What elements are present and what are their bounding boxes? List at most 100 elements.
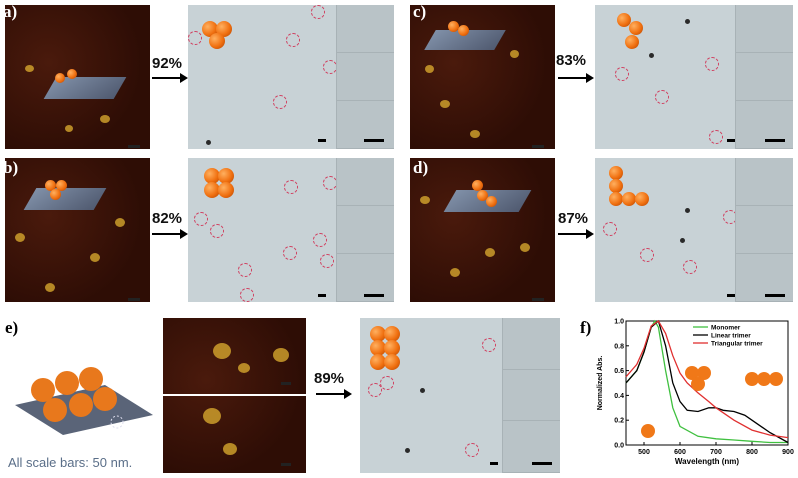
scale-bar [281,382,291,385]
y-tick-label: 0.4 [614,393,624,400]
nanoparticle-illustration [218,168,234,184]
scale-bar [532,145,544,148]
panel-a-tem-image [188,5,394,149]
substrate-illustration [23,188,107,210]
scale-bar-note: All scale bars: 50 nm. [8,455,133,470]
absorbance-chart: 500 600 700 800 900 0.0 0.2 0.4 0.6 0.8 1.0 Wavelen… [597,319,794,467]
nanoparticle-illustration [609,192,623,206]
highlight-circle [238,263,252,277]
panel-a-yield: 92% [152,55,183,72]
afm-dot [485,248,495,257]
nanoparticle [420,388,425,393]
nanoparticle-illustration [609,179,623,193]
nanoparticle-illustration [370,326,386,342]
scale-bar [727,139,735,142]
nanoparticle-illustration [625,35,639,49]
panel-f-label: f) [580,318,592,337]
x-tick-label: 700 [710,449,722,456]
highlight-circle [311,5,325,19]
y-tick-label: 0.6 [614,368,624,375]
afm-dot [65,125,73,132]
afm-dot [15,233,25,242]
nanoparticle-illustration [486,196,497,207]
nanoparticle-illustration [384,326,400,342]
nanoparticle-illustration [50,189,61,200]
highlight-circle [380,376,394,390]
panel-c-afm-image [410,5,555,149]
nanoparticle [685,19,690,24]
inset-strip [735,158,793,302]
nanoparticle-illustration [609,166,623,180]
panel-b-label: b) [3,158,19,177]
scale-bar [128,145,140,148]
afm-dot [223,443,237,455]
triangular-trimer-illustration [697,366,711,380]
nanoparticle-illustration [370,354,386,370]
panel-e-label: e) [5,318,19,337]
scale-bar [281,463,291,466]
highlight-circle [323,176,337,190]
scale-bar [318,294,326,297]
highlight-circle [284,180,298,194]
nanoparticle-illustration [635,192,649,206]
panel-e-tem-image [360,318,560,473]
afm-dot [100,115,110,123]
highlight-circle [313,233,327,247]
highlight-circle [615,67,629,81]
scale-bar [765,294,785,297]
assembly-illustration [15,367,153,435]
triangular-trimer-illustration [691,377,705,391]
nanoparticle-illustration [204,182,220,198]
nanoparticle-illustration [458,25,469,36]
panel-e-yield: 89% [314,370,345,387]
afm-dot [510,50,519,58]
afm-dot [203,408,221,424]
nanoparticle [685,208,690,213]
nanoparticle-illustration [209,33,225,49]
highlight-circle [286,33,300,47]
nanoparticle-illustration [472,180,483,191]
afm-dot [425,65,434,73]
legend-label: Linear trimer [711,333,751,340]
legend-label: Triangular trimer [711,341,763,348]
y-tick-label: 0.0 [614,443,624,450]
nanoparticle-illustration [617,13,631,27]
scale-bar [364,294,384,297]
panel-d-yield: 87% [558,210,589,227]
afm-dot [90,253,100,262]
linear-trimer-illustration [757,372,771,386]
scale-bar [490,462,498,465]
panel-b-tem-image [188,158,394,302]
triangular-trimer-illustration [685,366,699,380]
scale-bar [532,298,544,301]
afm-dot [520,243,530,252]
linear-trimer-illustration [769,372,783,386]
nanoparticle-illustration [477,190,488,201]
nanoparticle-illustration [384,340,400,356]
afm-dot [25,65,34,72]
x-tick-label: 800 [746,449,758,456]
scale-bar [532,462,552,465]
nanoparticle [405,448,410,453]
nanoparticle-illustration [384,354,400,370]
highlight-circle [465,443,479,457]
panel-b-afm-image [5,158,150,302]
scale-bar [364,139,384,142]
x-tick-label: 900 [782,449,794,456]
highlight-circle [188,31,202,45]
highlight-circle [320,254,334,268]
afm-dot [470,130,480,138]
panel-c-label: c) [413,2,427,21]
highlight-circle [210,224,224,238]
y-axis-label: Normalized Abs. [597,356,604,411]
nanoparticle-illustration [448,21,459,32]
highlight-circle [655,90,669,104]
nanoparticle [680,238,685,243]
x-tick-label: 600 [674,449,686,456]
arrow-icon [558,229,594,239]
highlight-circle [283,246,297,260]
y-tick-label: 1.0 [614,319,624,326]
linear-trimer-illustration [745,372,759,386]
nanoparticle-illustration [622,192,636,206]
nanoparticle [206,140,211,145]
